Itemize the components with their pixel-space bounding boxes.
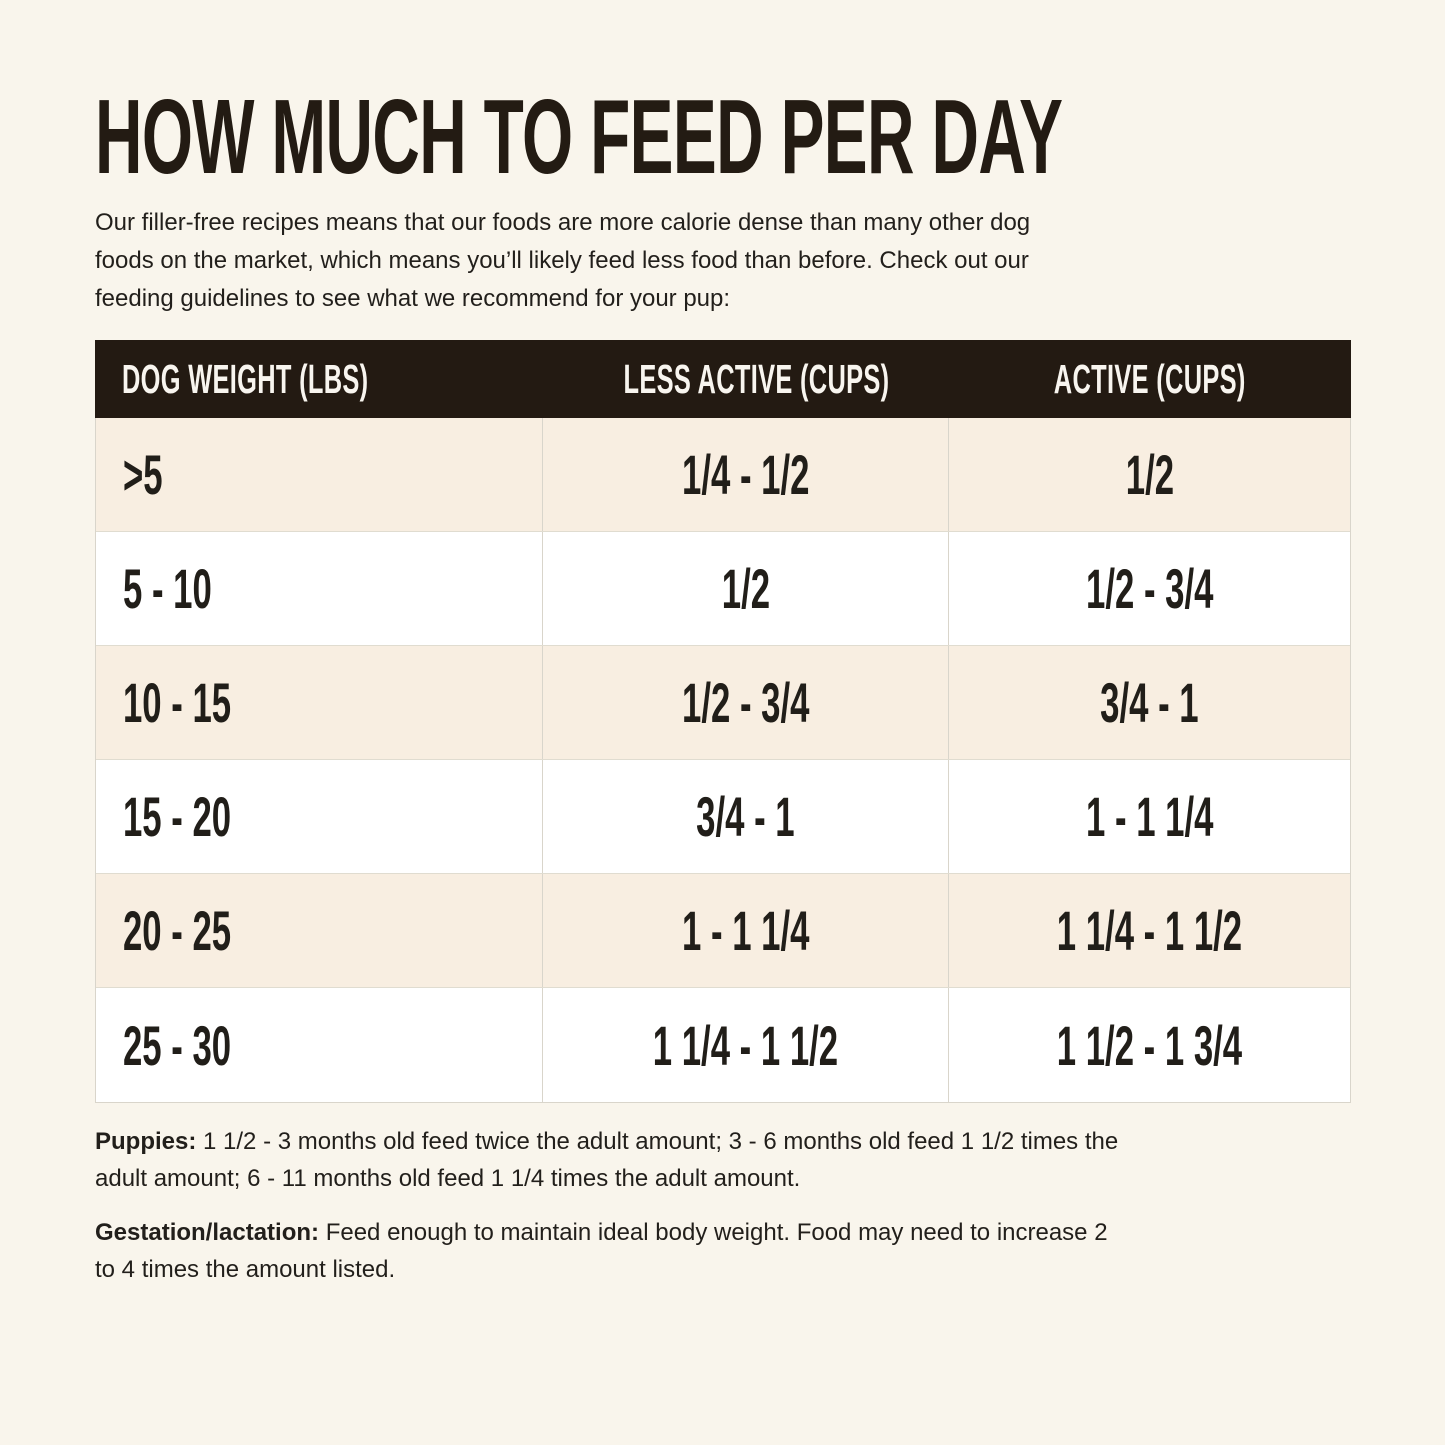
table-header-row: DOG WEIGHT (LBS) LESS ACTIVE (CUPS) ACTI… — [95, 340, 1351, 418]
less-active-cell: 1 1/4 - 1 1/2 — [542, 988, 948, 1102]
table-body: >5 1/4 - 1/2 1/2 5 - 10 1/2 1/2 - 3/4 10… — [95, 418, 1351, 1103]
intro-line: feeding guidelines to see what we recomm… — [95, 285, 731, 312]
less-active-cell: 1 - 1 1/4 — [542, 874, 948, 987]
note-line: Feed enough to maintain ideal body weigh… — [325, 1219, 1108, 1246]
active-cell: 1 1/2 - 1 3/4 — [948, 988, 1350, 1102]
feeding-guide-page: HOW MUCH TO FEED PER DAY Our filler-free… — [95, 84, 1351, 1288]
note-line: 1 1/2 - 3 months old feed twice the adul… — [203, 1128, 1119, 1155]
active-cell: 1/2 — [948, 418, 1350, 531]
intro-line: Our filler-free recipes means that our f… — [95, 209, 1031, 236]
table-row: >5 1/4 - 1/2 1/2 — [96, 418, 1350, 532]
note-puppies: Puppies: 1 1/2 - 3 months old feed twice… — [95, 1123, 1351, 1197]
intro-line: foods on the market, which means you’ll … — [95, 247, 1029, 274]
feeding-table: DOG WEIGHT (LBS) LESS ACTIVE (CUPS) ACTI… — [95, 340, 1351, 1103]
less-active-cell: 1/2 - 3/4 — [542, 646, 948, 759]
page-title: HOW MUCH TO FEED PER DAY — [95, 84, 1351, 190]
header-cell-active: ACTIVE (CUPS) — [1053, 355, 1246, 402]
note-gestation: Gestation/lactation: Feed enough to main… — [95, 1214, 1351, 1288]
less-active-cell: 3/4 - 1 — [542, 760, 948, 873]
active-cell: 1 1/4 - 1 1/2 — [948, 874, 1350, 987]
note-gestation-label: Gestation/lactation: — [95, 1219, 320, 1246]
table-row: 5 - 10 1/2 1/2 - 3/4 — [96, 532, 1350, 646]
weight-cell: >5 — [123, 443, 163, 506]
weight-cell: 20 - 25 — [123, 899, 232, 962]
less-active-cell: 1/2 — [542, 532, 948, 645]
less-active-cell: 1/4 - 1/2 — [542, 418, 948, 531]
active-cell: 1/2 - 3/4 — [948, 532, 1350, 645]
active-cell: 3/4 - 1 — [948, 646, 1350, 759]
table-row: 10 - 15 1/2 - 3/4 3/4 - 1 — [96, 646, 1350, 760]
header-cell-dog-weight: DOG WEIGHT (LBS) — [122, 355, 369, 402]
note-line: to 4 times the amount listed. — [95, 1256, 396, 1283]
table-row: 25 - 30 1 1/4 - 1 1/2 1 1/2 - 1 3/4 — [96, 988, 1350, 1102]
weight-cell: 15 - 20 — [123, 785, 232, 848]
header-cell-less-active: LESS ACTIVE (CUPS) — [623, 355, 890, 402]
weight-cell: 5 - 10 — [123, 557, 212, 620]
footnotes: Puppies: 1 1/2 - 3 months old feed twice… — [95, 1123, 1351, 1288]
table-row: 20 - 25 1 - 1 1/4 1 1/4 - 1 1/2 — [96, 874, 1350, 988]
note-puppies-label: Puppies: — [95, 1128, 197, 1155]
note-line: adult amount; 6 - 11 months old feed 1 1… — [95, 1165, 801, 1192]
weight-cell: 10 - 15 — [123, 671, 232, 734]
active-cell: 1 - 1 1/4 — [948, 760, 1350, 873]
page-title-text: HOW MUCH TO FEED PER DAY — [95, 78, 1063, 196]
weight-cell: 25 - 30 — [123, 1013, 232, 1077]
intro-paragraph: Our filler-free recipes means that our f… — [95, 204, 1351, 318]
table-row: 15 - 20 3/4 - 1 1 - 1 1/4 — [96, 760, 1350, 874]
